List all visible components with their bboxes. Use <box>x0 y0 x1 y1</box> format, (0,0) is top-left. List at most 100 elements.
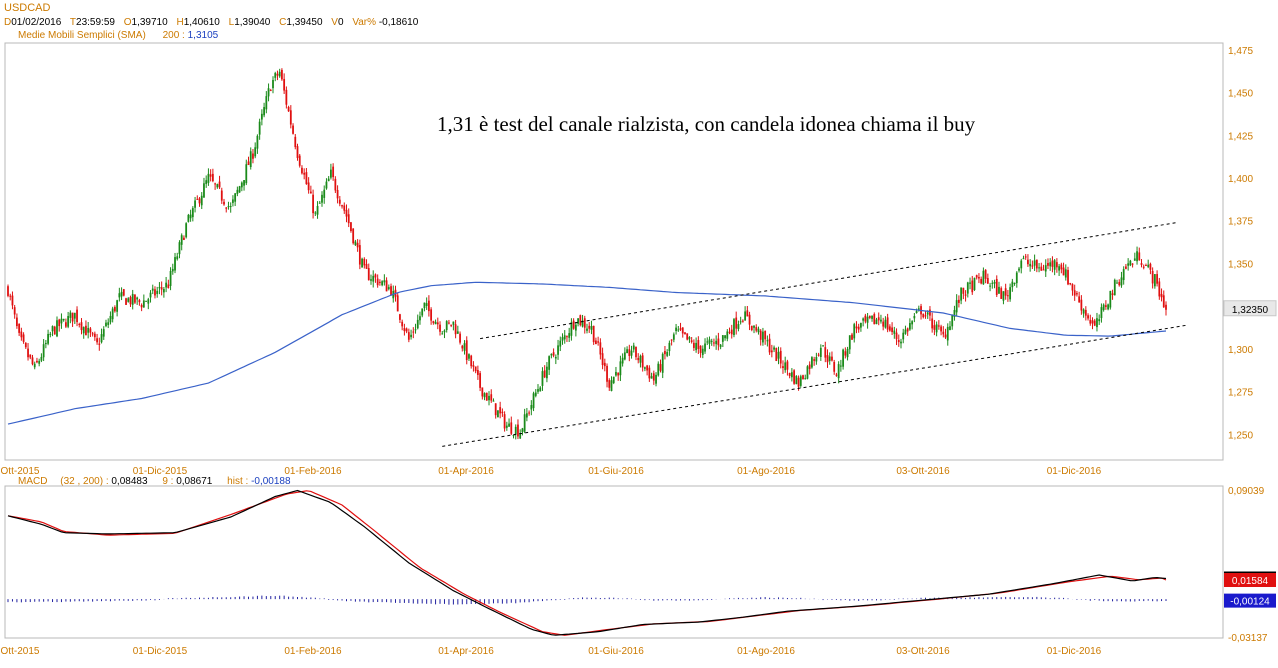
bear-candle-body <box>338 199 341 204</box>
bull-candle-body <box>216 184 219 188</box>
bear-candle-body <box>851 334 853 340</box>
macd-x-tick: 01-Feb-2016 <box>284 646 342 657</box>
bear-candle-body <box>579 315 582 326</box>
macd-panel-frame <box>4 485 1224 639</box>
bear-candle-body <box>332 166 335 178</box>
price-y-tick: 1,425 <box>1228 131 1253 142</box>
bear-candle-body <box>334 178 337 191</box>
bull-candle-body <box>381 281 384 286</box>
bear-candle-body <box>770 350 773 353</box>
bear-candle-body <box>91 333 94 335</box>
bull-candle-body <box>1011 281 1014 288</box>
bear-candle-body <box>543 370 546 378</box>
ohlc-value-time: 23:59:59 <box>76 17 115 28</box>
bear-candle-body <box>679 328 682 330</box>
bull-candle-body <box>1058 266 1061 271</box>
bull-candle-body <box>960 287 963 301</box>
macd-legend-params: (32 , 200) : <box>60 476 109 487</box>
bull-candle-body <box>632 345 635 350</box>
bear-candle-body <box>71 312 74 322</box>
bull-candle-body <box>240 182 243 188</box>
bear-candle-body <box>481 387 484 397</box>
bull-candle-body <box>158 287 161 289</box>
bull-candle-body <box>724 335 726 339</box>
bear-candle-body <box>608 380 611 388</box>
bear-candle-body <box>401 321 404 327</box>
macd-legend-signal-value: 0,08671 <box>176 476 213 487</box>
bear-candle-body <box>209 174 212 177</box>
bull-candle-body <box>1020 260 1023 269</box>
bear-candle-body <box>454 324 457 335</box>
bull-candle-body <box>1100 307 1103 319</box>
bull-candle-body <box>719 344 722 348</box>
bear-candle-body <box>287 107 290 112</box>
bear-candle-body <box>1027 259 1029 265</box>
bear-candle-body <box>957 299 960 303</box>
bull-candle-body <box>913 315 916 319</box>
bull-candle-body <box>586 328 588 331</box>
bull-candle-body <box>316 205 319 215</box>
bull-candle-body <box>842 349 844 367</box>
bull-candle-body <box>704 343 706 352</box>
bear-candle-body <box>78 323 81 325</box>
bull-candle-body <box>853 324 856 339</box>
bear-candle-body <box>817 354 820 356</box>
bear-candle-body <box>552 352 555 356</box>
bear-candle-body <box>583 318 586 328</box>
bear-candle-body <box>403 328 406 332</box>
bear-candle-body <box>882 321 885 327</box>
bear-candle-body <box>686 333 689 340</box>
bear-candle-body <box>697 340 700 349</box>
bull-candle-body <box>136 297 139 300</box>
bull-candle-body <box>993 282 996 284</box>
macd-x-tick: 01-Dic-2016 <box>1047 646 1102 657</box>
bull-candle-body <box>548 356 551 370</box>
bull-candle-body <box>1102 304 1105 311</box>
bear-candle-body <box>490 394 493 401</box>
bull-candle-body <box>102 329 105 337</box>
bull-candle-body <box>463 343 466 351</box>
price-x-tick: 01-Giu-2016 <box>588 466 644 477</box>
bull-candle-body <box>419 316 421 321</box>
bear-candle-body <box>606 365 608 382</box>
macd-legend-label: MACD <box>18 476 48 487</box>
bull-candle-body <box>180 235 183 245</box>
bear-candle-body <box>844 351 847 356</box>
bull-candle-body <box>232 199 234 203</box>
bull-candle-body <box>142 300 145 308</box>
bull-candle-body <box>534 392 537 396</box>
macd-x-tick: Ott-2015 <box>1 646 40 657</box>
bull-candle-body <box>695 342 698 351</box>
bull-candle-body <box>497 410 499 418</box>
bear-candle-body <box>352 228 355 244</box>
bear-candle-body <box>1151 270 1154 284</box>
bull-candle-body <box>626 349 628 354</box>
price-y-tick: 1,475 <box>1228 46 1253 57</box>
bull-candle-body <box>107 322 110 325</box>
bear-candle-body <box>659 364 662 371</box>
bear-candle-body <box>1004 288 1007 296</box>
bull-candle-body <box>514 426 517 435</box>
bull-candle-body <box>443 330 446 333</box>
bear-candle-body <box>85 325 87 336</box>
bull-candle-body <box>387 287 390 290</box>
bear-candle-body <box>218 181 221 188</box>
bull-candle-body <box>570 322 573 336</box>
bear-candle-body <box>984 269 987 279</box>
bear-candle-body <box>485 392 488 401</box>
bull-candle-body <box>229 206 232 208</box>
bull-candle-body <box>563 335 566 340</box>
bull-candle-body <box>205 180 208 184</box>
bear-candle-body <box>1140 263 1143 265</box>
bull-candle-body <box>610 380 613 391</box>
bear-candle-body <box>786 361 789 370</box>
bear-candle-body <box>1031 265 1034 267</box>
bull-candle-body <box>949 326 951 331</box>
bull-candle-body <box>1082 309 1085 314</box>
bull-candle-body <box>1029 263 1032 267</box>
bear-candle-body <box>1080 299 1083 311</box>
price-panel-frame <box>4 42 1224 461</box>
bull-candle-body <box>539 387 542 392</box>
